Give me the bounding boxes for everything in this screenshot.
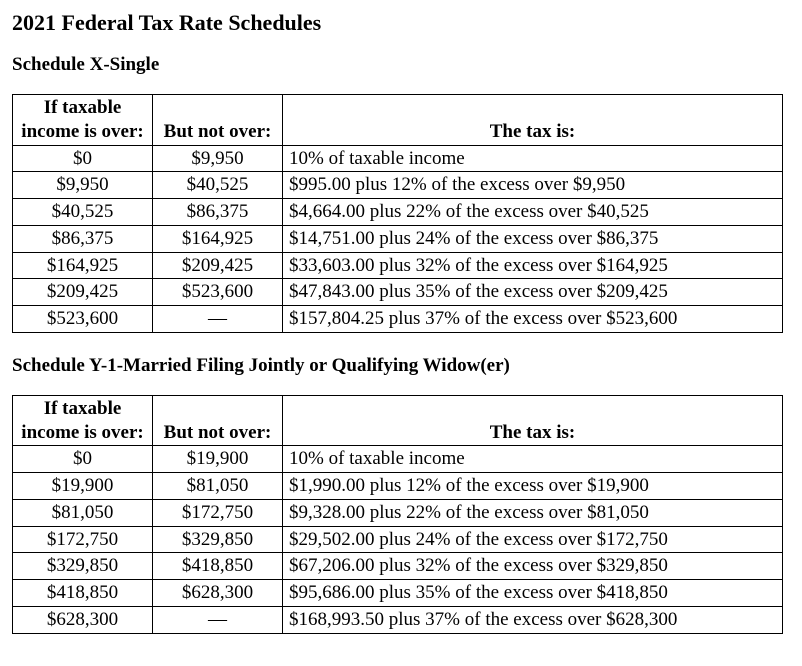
table-row: $329,850$418,850$67,206.00 plus 32% of t… — [13, 553, 783, 580]
cell-tax: $4,664.00 plus 22% of the excess over $4… — [283, 199, 783, 226]
col-header-over: If taxable income is over: — [13, 395, 153, 446]
table-row: $19,900$81,050$1,990.00 plus 12% of the … — [13, 473, 783, 500]
cell-over: $86,375 — [13, 225, 153, 252]
cell-over: $81,050 — [13, 499, 153, 526]
tax-table-single: If taxable income is over: But not over:… — [12, 94, 783, 333]
col-header-not-over: But not over: — [153, 395, 283, 446]
cell-over: $9,950 — [13, 172, 153, 199]
cell-not-over: $9,950 — [153, 145, 283, 172]
cell-not-over: $418,850 — [153, 553, 283, 580]
cell-tax: $995.00 plus 12% of the excess over $9,9… — [283, 172, 783, 199]
table-row: $164,925$209,425$33,603.00 plus 32% of t… — [13, 252, 783, 279]
tax-table-mfj: If taxable income is over: But not over:… — [12, 395, 783, 634]
col-header-not-over: But not over: — [153, 95, 283, 146]
cell-tax: $67,206.00 plus 32% of the excess over $… — [283, 553, 783, 580]
table-row: $523,600—$157,804.25 plus 37% of the exc… — [13, 306, 783, 333]
cell-over: $19,900 — [13, 473, 153, 500]
cell-tax: 10% of taxable income — [283, 446, 783, 473]
page-title: 2021 Federal Tax Rate Schedules — [12, 10, 790, 36]
cell-not-over: — — [153, 306, 283, 333]
cell-not-over: — — [153, 606, 283, 633]
table-row: $40,525$86,375$4,664.00 plus 22% of the … — [13, 199, 783, 226]
cell-not-over: $19,900 — [153, 446, 283, 473]
cell-not-over: $172,750 — [153, 499, 283, 526]
cell-over: $40,525 — [13, 199, 153, 226]
table-row: $418,850$628,300$95,686.00 plus 35% of t… — [13, 580, 783, 607]
cell-tax: 10% of taxable income — [283, 145, 783, 172]
table-row: $209,425$523,600$47,843.00 plus 35% of t… — [13, 279, 783, 306]
table-row: $628,300—$168,993.50 plus 37% of the exc… — [13, 606, 783, 633]
table-header-row: If taxable income is over: But not over:… — [13, 95, 783, 146]
cell-over: $209,425 — [13, 279, 153, 306]
table-row: $81,050$172,750$9,328.00 plus 22% of the… — [13, 499, 783, 526]
table-row: $172,750$329,850$29,502.00 plus 24% of t… — [13, 526, 783, 553]
cell-tax: $168,993.50 plus 37% of the excess over … — [283, 606, 783, 633]
cell-not-over: $81,050 — [153, 473, 283, 500]
cell-over: $0 — [13, 446, 153, 473]
col-header-over: If taxable income is over: — [13, 95, 153, 146]
cell-over: $523,600 — [13, 306, 153, 333]
table-row: $0$9,95010% of taxable income — [13, 145, 783, 172]
cell-tax: $33,603.00 plus 32% of the excess over $… — [283, 252, 783, 279]
table-row: $86,375$164,925$14,751.00 plus 24% of th… — [13, 225, 783, 252]
cell-not-over: $329,850 — [153, 526, 283, 553]
cell-over: $164,925 — [13, 252, 153, 279]
table-row: $0$19,90010% of taxable income — [13, 446, 783, 473]
cell-tax: $47,843.00 plus 35% of the excess over $… — [283, 279, 783, 306]
table-row: $9,950$40,525$995.00 plus 12% of the exc… — [13, 172, 783, 199]
cell-tax: $157,804.25 plus 37% of the excess over … — [283, 306, 783, 333]
cell-over: $628,300 — [13, 606, 153, 633]
cell-not-over: $86,375 — [153, 199, 283, 226]
cell-not-over: $209,425 — [153, 252, 283, 279]
table-header-row: If taxable income is over: But not over:… — [13, 395, 783, 446]
cell-tax: $95,686.00 plus 35% of the excess over $… — [283, 580, 783, 607]
cell-tax: $29,502.00 plus 24% of the excess over $… — [283, 526, 783, 553]
col-header-tax: The tax is: — [283, 395, 783, 446]
cell-not-over: $164,925 — [153, 225, 283, 252]
schedule-heading: Schedule X-Single — [12, 54, 790, 76]
schedule-heading: Schedule Y-1-Married Filing Jointly or Q… — [12, 355, 790, 377]
cell-over: $0 — [13, 145, 153, 172]
cell-tax: $1,990.00 plus 12% of the excess over $1… — [283, 473, 783, 500]
cell-not-over: $628,300 — [153, 580, 283, 607]
cell-tax: $9,328.00 plus 22% of the excess over $8… — [283, 499, 783, 526]
cell-tax: $14,751.00 plus 24% of the excess over $… — [283, 225, 783, 252]
cell-not-over: $40,525 — [153, 172, 283, 199]
cell-over: $329,850 — [13, 553, 153, 580]
cell-not-over: $523,600 — [153, 279, 283, 306]
cell-over: $418,850 — [13, 580, 153, 607]
col-header-tax: The tax is: — [283, 95, 783, 146]
cell-over: $172,750 — [13, 526, 153, 553]
